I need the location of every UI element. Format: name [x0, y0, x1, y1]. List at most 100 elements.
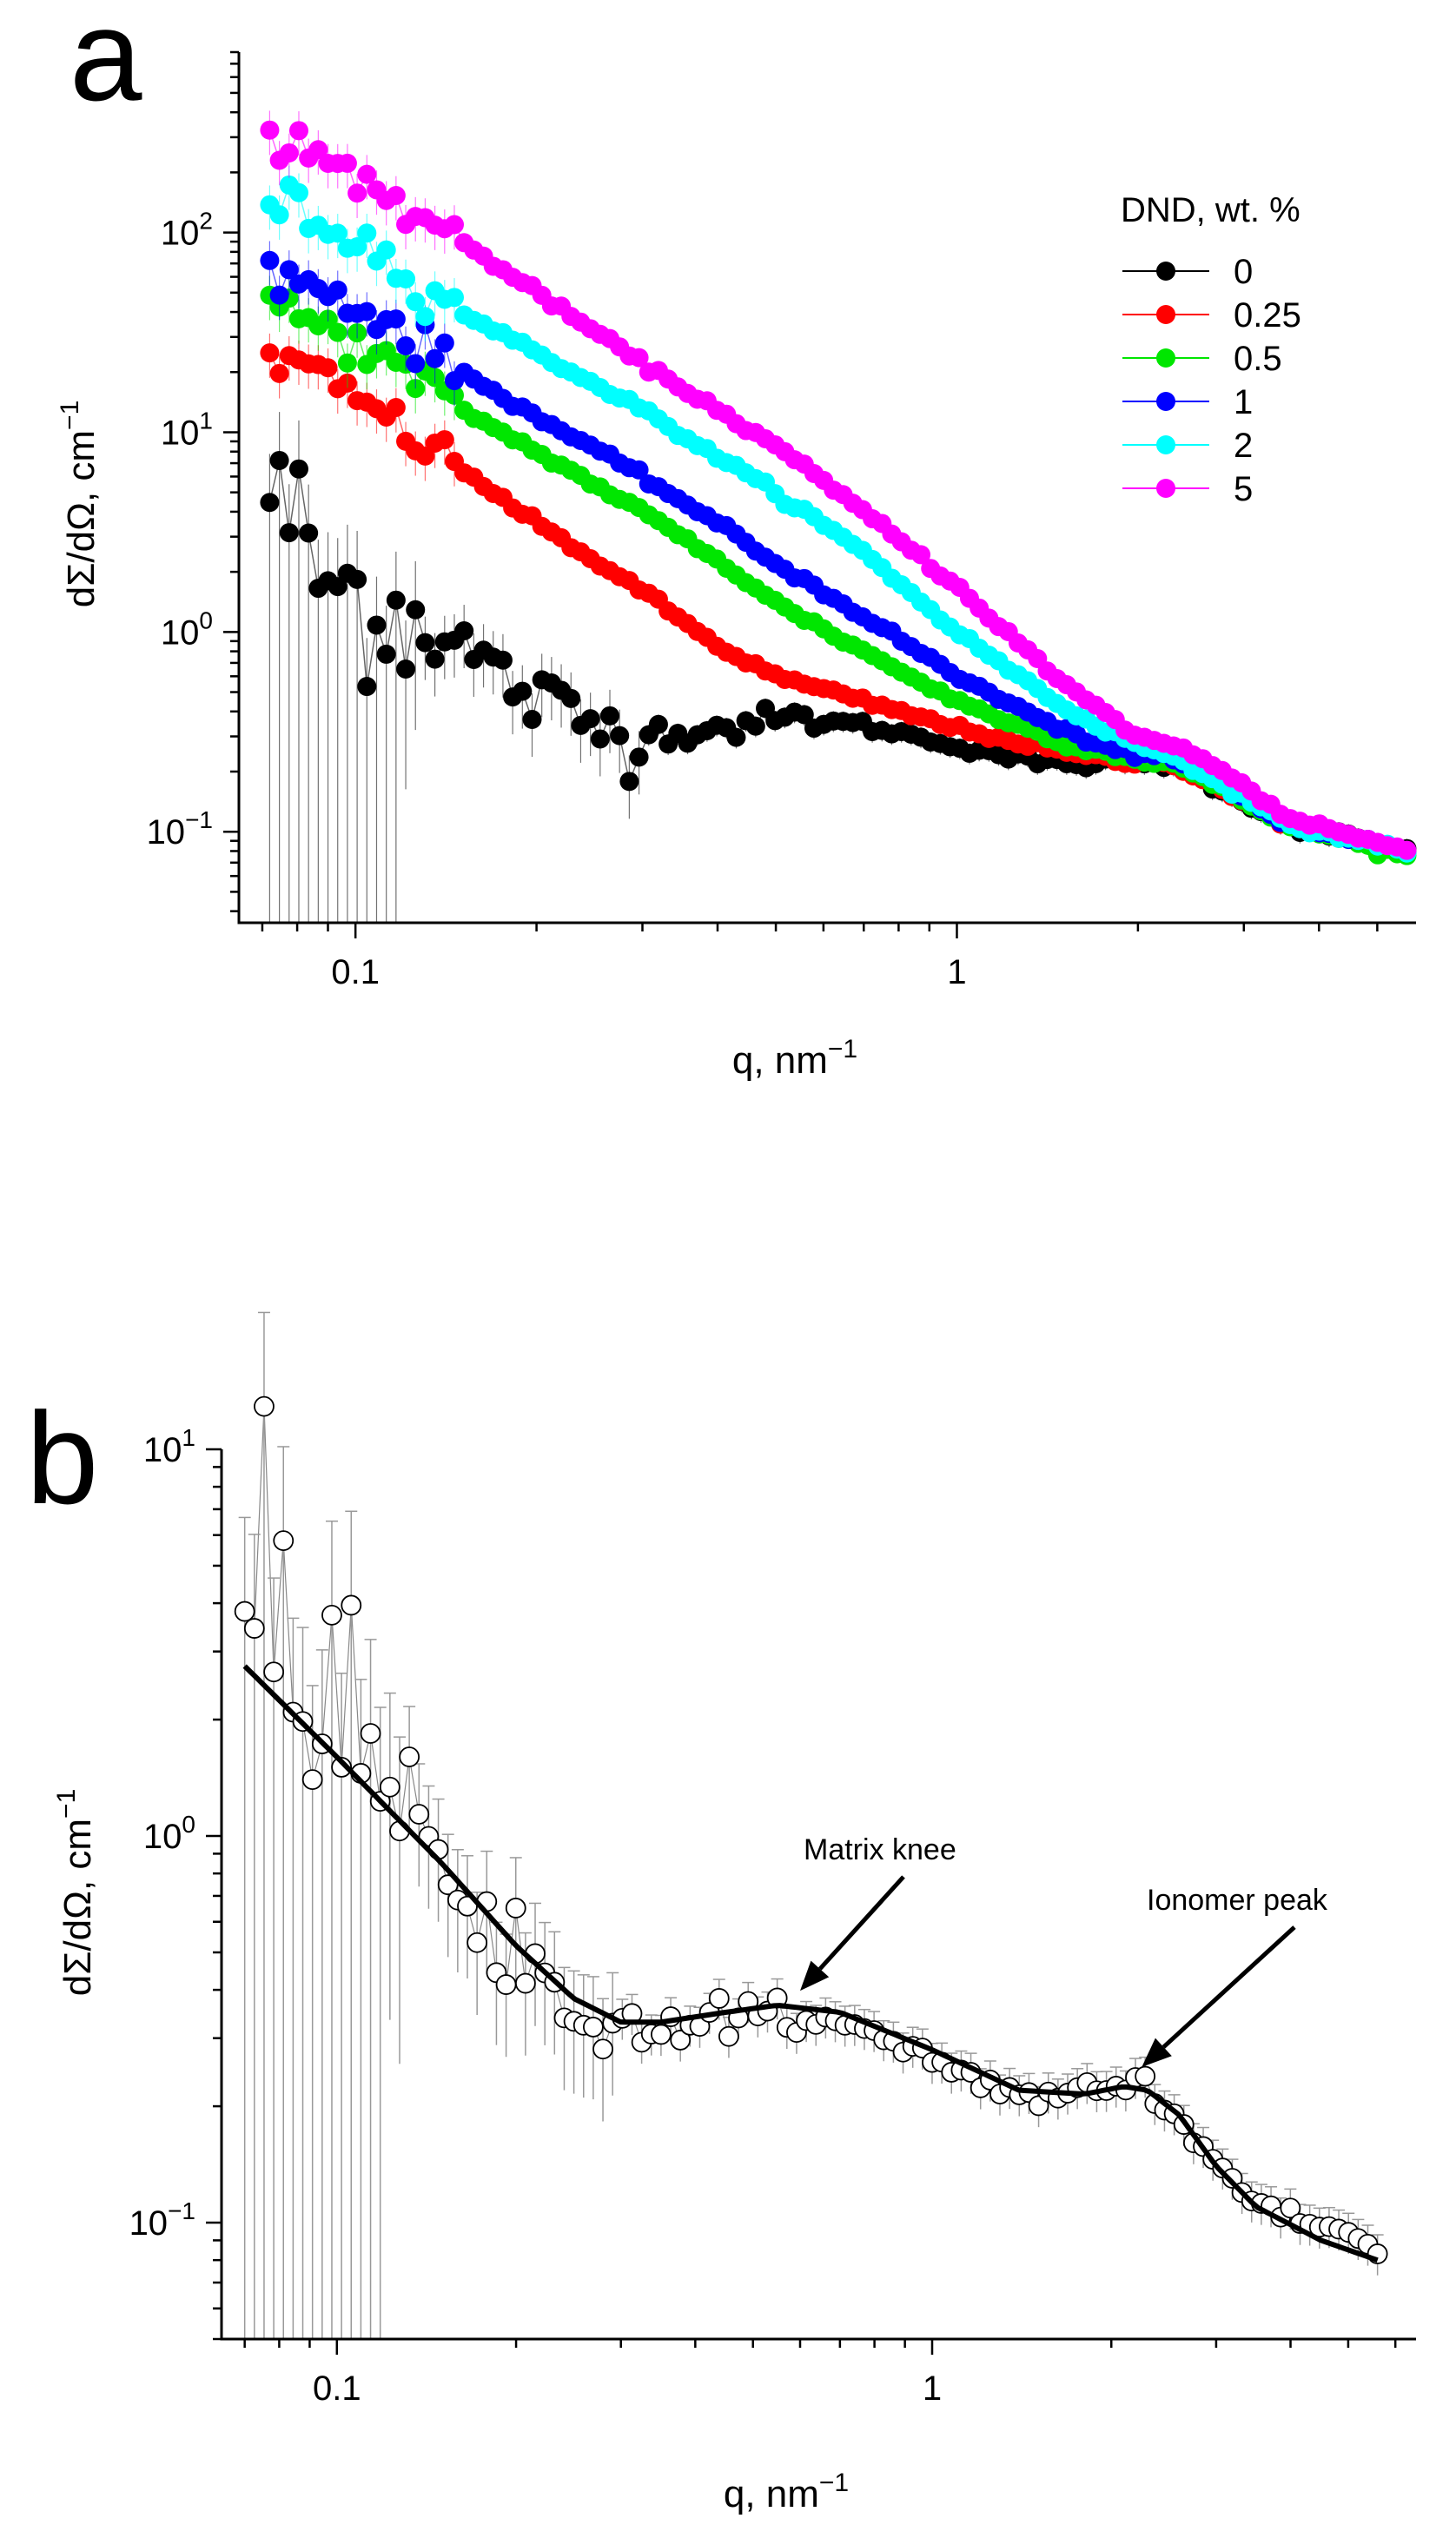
data-point [670, 2030, 692, 2051]
data-point [619, 772, 639, 792]
y-tick-label: 100 [161, 606, 213, 652]
x-tick-label: 0.1 [331, 953, 380, 991]
data-point [745, 716, 765, 736]
data-point [600, 706, 620, 726]
data-point [347, 569, 367, 589]
fit-curve [242, 1664, 1379, 2263]
data-point [399, 1746, 420, 1767]
panel-b-chart: b 0.1 1 10−1 100 101 q, nm−1 dΣ/dΩ, cm−1 Mat… [26, 1311, 1416, 2515]
data-point [347, 183, 367, 203]
data-point [279, 260, 299, 280]
legend-entry-2: 2 [1234, 427, 1253, 465]
data-point [396, 659, 416, 679]
data-point [260, 493, 280, 513]
data-point [386, 185, 406, 205]
data-point [254, 1395, 275, 1417]
data-point [367, 615, 387, 635]
panel-b-annotations: Matrix knee Ionomer peak [799, 1833, 1328, 2067]
data-point [415, 307, 435, 327]
data-point [495, 1974, 517, 1995]
data-point [328, 280, 347, 300]
data-point [629, 460, 649, 480]
data-point [434, 430, 454, 450]
data-point [434, 333, 454, 353]
y-tick-label: 101 [161, 407, 213, 452]
data-point [415, 633, 435, 653]
panel-b-x-axis-label: q, nm−1 [724, 2469, 849, 2515]
y-tick-label: 10−1 [147, 806, 213, 852]
data-point [592, 2038, 613, 2060]
annotation-ionomer-peak-label: Ionomer peak [1147, 1884, 1328, 1917]
legend-marker [1156, 392, 1175, 411]
legend-entry-0.5: 0.5 [1234, 340, 1282, 378]
data-point [337, 153, 357, 173]
data-point [243, 1618, 265, 1639]
data-point [396, 268, 416, 288]
data-point [514, 1972, 536, 1994]
data-point [651, 2024, 672, 2045]
annotation-matrix-knee-label: Matrix knee [804, 1833, 956, 1866]
data-point [357, 164, 377, 184]
data-point [337, 353, 357, 373]
data-point [260, 250, 280, 270]
y-tick-label: 102 [161, 208, 213, 253]
data-point [406, 354, 426, 374]
panel-label-a: a [69, 0, 142, 128]
data-point [331, 1757, 353, 1778]
data-point [269, 205, 289, 225]
data-point [318, 358, 338, 378]
y-tick-label: 101 [143, 1424, 195, 1469]
data-point [360, 1723, 381, 1744]
data-point [279, 523, 299, 543]
legend-marker [1156, 305, 1175, 324]
data-point [561, 688, 581, 708]
data-point [1397, 840, 1417, 860]
data-point [396, 336, 416, 356]
legend-entry-0.25: 0.25 [1234, 296, 1301, 335]
data-point [357, 302, 377, 321]
data-point [582, 2017, 604, 2038]
data-point [321, 1604, 342, 1626]
data-point [718, 2025, 739, 2047]
legend-marker [1156, 262, 1175, 281]
y-tick-label: 100 [143, 1811, 195, 1856]
axis-lines [237, 52, 1416, 925]
x-tick-label: 0.1 [313, 2369, 361, 2408]
data-point [425, 348, 445, 368]
data-point [341, 1594, 362, 1616]
annotation-arrow-head [799, 1960, 830, 1992]
data-point [386, 309, 406, 329]
panel-b-axes: 0.1 1 10−1 100 101 [129, 1424, 1416, 2408]
data-point [263, 1661, 285, 1683]
data-point [288, 182, 308, 202]
legend-entry-5: 5 [1234, 470, 1253, 508]
data-point [406, 600, 426, 620]
data-point [794, 705, 814, 725]
data-point [493, 650, 513, 670]
data-point [522, 709, 542, 729]
legend-marker [1156, 348, 1175, 368]
data-point [580, 709, 600, 729]
data-point [279, 142, 299, 162]
data-point [260, 120, 280, 140]
data-point [328, 223, 347, 243]
data-point [629, 747, 649, 767]
data-point [269, 363, 289, 383]
panel-a-legend: DND, wt. % 0 0.25 0.5 1 2 5 [1121, 191, 1301, 508]
data-point [234, 1600, 255, 1622]
data-point [379, 1776, 400, 1798]
data-point [437, 1874, 459, 1896]
annotation-arrow-shaft [1161, 1925, 1296, 2049]
data-point [1280, 2197, 1301, 2219]
panel-a-plot-area [260, 110, 1417, 923]
data-point [269, 450, 289, 470]
y-tick-label: 10−1 [129, 2197, 195, 2243]
data-point [386, 590, 406, 610]
data-point [260, 343, 280, 363]
data-point [299, 523, 319, 543]
legend-title: DND, wt. % [1121, 191, 1300, 229]
x-tick-label: 1 [947, 953, 966, 991]
data-point [269, 285, 289, 305]
